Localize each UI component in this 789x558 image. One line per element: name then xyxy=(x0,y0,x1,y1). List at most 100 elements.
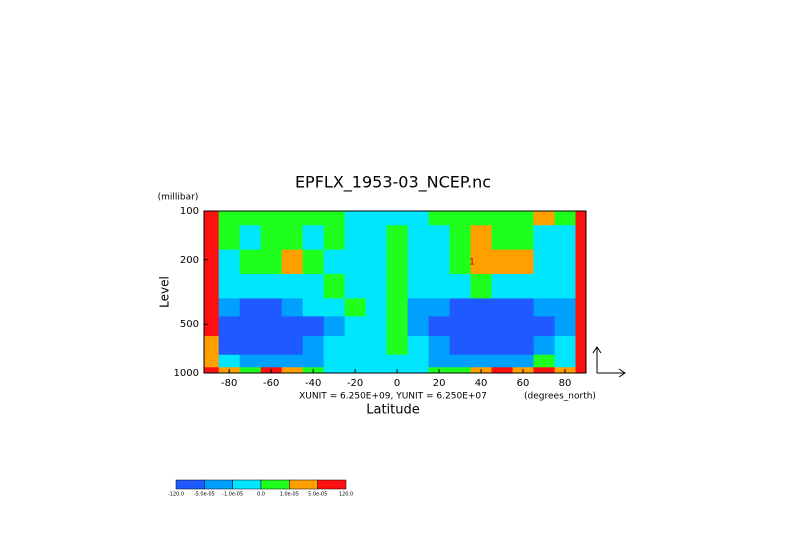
contour-cell xyxy=(386,274,409,299)
contour-cell xyxy=(449,316,472,337)
contour-cell xyxy=(407,336,430,356)
contour-cell xyxy=(365,367,388,374)
colorbar-swatch xyxy=(175,479,205,490)
contour-cell xyxy=(491,354,514,368)
contour-cell xyxy=(554,274,577,299)
contour-cell xyxy=(407,211,430,226)
contour-cell xyxy=(533,274,556,299)
contour-cell xyxy=(470,225,493,251)
contour-cell xyxy=(365,316,388,337)
annotation: XUNIT = 6.250E+09, YUNIT = 6.250E+07 xyxy=(299,392,487,402)
contour-cell xyxy=(449,225,472,251)
contour-cell xyxy=(260,274,283,299)
contour-cell xyxy=(575,249,587,275)
contour-cell xyxy=(260,249,283,275)
contour-cell xyxy=(204,316,220,337)
contour-cell xyxy=(204,274,220,299)
contour-cell xyxy=(218,336,241,356)
contour-cell xyxy=(449,249,472,275)
contour-cell xyxy=(470,336,493,356)
contour-cell xyxy=(512,225,535,251)
contour-cell xyxy=(239,336,262,356)
contour-cell xyxy=(260,354,283,368)
colorbar-label: -5.0e-05 xyxy=(194,492,215,498)
x-tick-label: -40 xyxy=(305,378,321,389)
contour-cell xyxy=(218,225,241,251)
reference-vector xyxy=(592,346,626,378)
contour-cell xyxy=(512,249,535,275)
contour-cell xyxy=(575,354,587,368)
contour-cell xyxy=(260,298,283,317)
contour-cell xyxy=(533,298,556,317)
contour-cell xyxy=(365,274,388,299)
contour-cell xyxy=(407,316,430,337)
contour-cell xyxy=(491,225,514,251)
contour-cell xyxy=(449,274,472,299)
colorbar-label: 120.0 xyxy=(339,492,353,498)
colorbar-label: 1.0e-05 xyxy=(280,492,299,498)
contour-cell xyxy=(512,354,535,368)
contour-cell xyxy=(428,316,451,337)
colorbar-label: 0.0 xyxy=(257,492,265,498)
contour-cell xyxy=(323,367,346,374)
contour-cell xyxy=(533,336,556,356)
contour-cell xyxy=(533,354,556,368)
contour-cell xyxy=(386,316,409,337)
contour-cell xyxy=(470,298,493,317)
contour-cell xyxy=(533,249,556,275)
contour-cell xyxy=(554,225,577,251)
colorbar-swatch xyxy=(232,479,262,490)
contour-cell xyxy=(470,274,493,299)
contour-cell xyxy=(575,298,587,317)
contour-cell xyxy=(218,211,241,226)
contour-cell xyxy=(491,336,514,356)
contour-cell xyxy=(204,354,220,368)
contour-cell xyxy=(302,354,325,368)
contour-cell xyxy=(281,354,304,368)
contour-cell xyxy=(491,249,514,275)
x-tick-label: -80 xyxy=(221,378,237,389)
contour-cell xyxy=(365,354,388,368)
contour-cell xyxy=(428,211,451,226)
contour-cell xyxy=(344,354,367,368)
contour-cell xyxy=(365,249,388,275)
contour-cell xyxy=(323,211,346,226)
colorbar-swatch xyxy=(317,479,347,490)
contour-cell xyxy=(365,336,388,356)
contour-cell xyxy=(260,225,283,251)
contour-cell xyxy=(281,211,304,226)
colorbar-label: 5.0e-05 xyxy=(308,492,327,498)
contour-cell xyxy=(239,316,262,337)
contour-cell xyxy=(449,211,472,226)
contour-cell xyxy=(512,298,535,317)
x-tick-label: 80 xyxy=(559,378,572,389)
x-tick-label: 40 xyxy=(475,378,488,389)
contour-cell xyxy=(323,298,346,317)
contour-cell xyxy=(323,336,346,356)
contour-cell xyxy=(344,336,367,356)
contour-cell xyxy=(204,336,220,356)
contour-cell xyxy=(407,225,430,251)
contour-cell xyxy=(554,249,577,275)
contour-cell xyxy=(470,354,493,368)
contour-cell xyxy=(386,336,409,356)
colorbar-label: -120.0 xyxy=(168,492,184,498)
contour-cell xyxy=(344,249,367,275)
y-tick-label: 100 xyxy=(180,206,199,217)
contour-cell xyxy=(533,316,556,337)
x-tick-label: 0 xyxy=(394,378,400,389)
contour-cell xyxy=(239,249,262,275)
contour-cell xyxy=(323,225,346,251)
colorbar-swatch xyxy=(204,479,233,490)
y-tick-label: 200 xyxy=(180,255,199,266)
contour-cell xyxy=(365,211,388,226)
contour-cell xyxy=(281,249,304,275)
x-tick-label: -20 xyxy=(347,378,363,389)
y-tick-label: 500 xyxy=(180,319,199,330)
contour-cell xyxy=(365,225,388,251)
contour-cell xyxy=(302,211,325,226)
contour-label: 1 xyxy=(469,258,475,268)
contour-cell xyxy=(344,211,367,226)
contour-cell xyxy=(554,354,577,368)
contour-cell xyxy=(204,249,220,275)
